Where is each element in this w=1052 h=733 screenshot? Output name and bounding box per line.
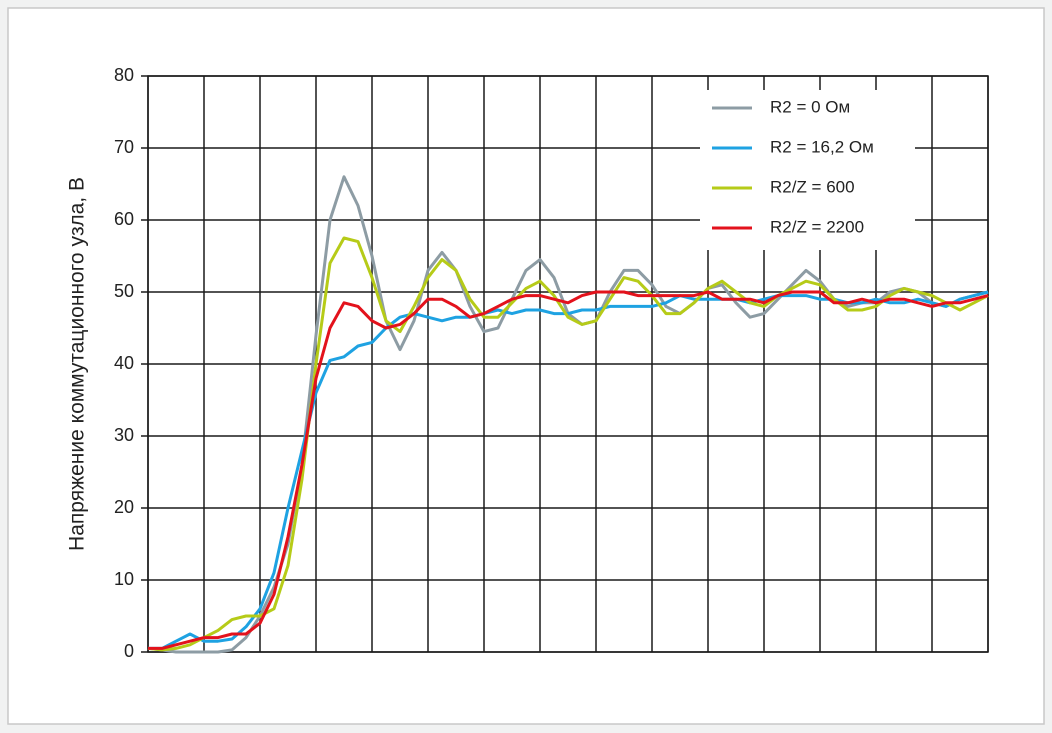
legend-label: R2/Z = 600 — [770, 177, 855, 196]
y-tick-label: 70 — [114, 137, 134, 157]
series-line — [148, 290, 989, 650]
plot-frame — [147, 75, 989, 653]
y-tick-label: 30 — [114, 425, 134, 445]
y-tick-label: 80 — [114, 65, 134, 85]
legend-box — [700, 90, 915, 250]
y-tick-label: 20 — [114, 497, 134, 517]
y-tick-label: 60 — [114, 209, 134, 229]
y-tick-label: 50 — [114, 281, 134, 301]
y-tick-label: 0 — [124, 641, 134, 661]
y-tick-label: 40 — [114, 353, 134, 373]
legend-label: R2 = 16,2 Ом — [770, 137, 874, 156]
legend-label: R2/Z = 2200 — [770, 217, 864, 236]
y-axis-label: Напряжение коммутационного узла, В — [66, 177, 89, 551]
y-tick-label: 10 — [114, 569, 134, 589]
legend-label: R2 = 0 Ом — [770, 97, 850, 116]
series-line — [147, 236, 989, 652]
